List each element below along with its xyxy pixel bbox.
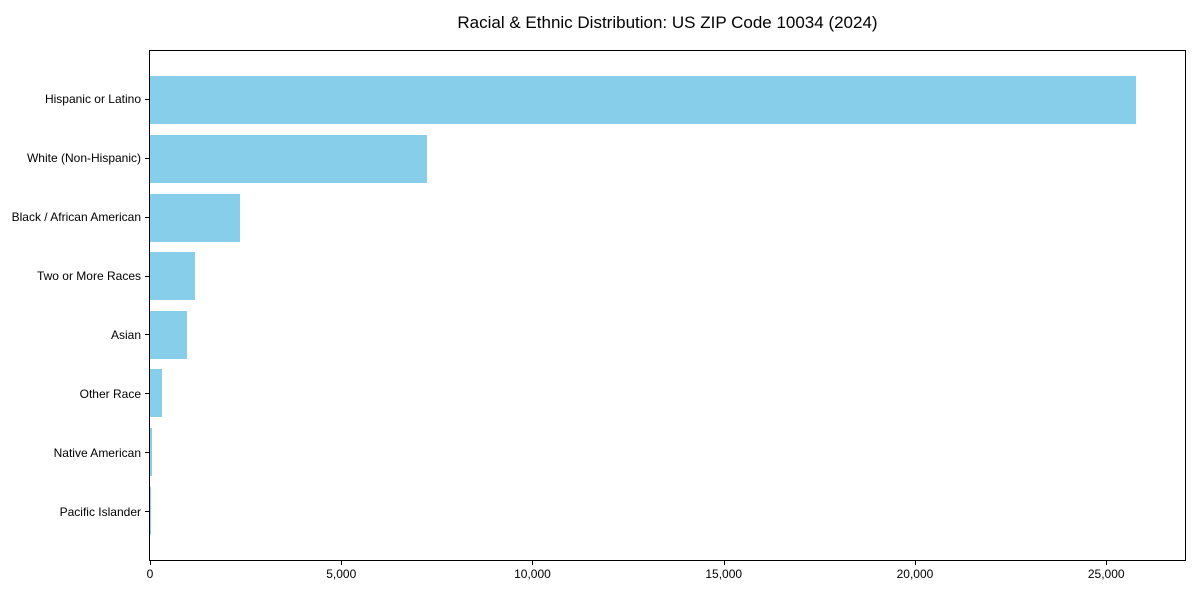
y-label-row: White (Non-Hispanic) <box>0 129 149 188</box>
x-tick-label: 25,000 <box>1087 567 1125 581</box>
bar-row <box>150 481 1185 540</box>
x-tick-mark <box>150 561 151 565</box>
bar <box>150 193 240 242</box>
y-tick-mark <box>145 511 149 513</box>
bar-row <box>150 423 1185 482</box>
bar <box>150 310 188 359</box>
x-tick-mark <box>341 561 343 565</box>
x-tick-label: 15,000 <box>705 567 743 581</box>
y-tick-label: Pacific Islander <box>59 504 141 519</box>
y-tick-mark <box>145 334 149 336</box>
y-label-row: Black / African American <box>0 188 149 247</box>
y-tick-mark <box>145 216 149 218</box>
y-tick-mark <box>145 98 149 100</box>
bar-row <box>150 188 1185 247</box>
bar <box>150 76 1137 125</box>
y-tick-label: Other Race <box>79 386 141 401</box>
bar-row <box>150 364 1185 423</box>
y-tick-label: Two or More Races <box>36 269 141 284</box>
x-tick-label: 20,000 <box>896 567 934 581</box>
bar-row <box>150 247 1185 306</box>
y-tick-mark <box>145 393 149 395</box>
plot-area <box>149 50 1186 561</box>
x-tick-mark <box>1106 561 1108 565</box>
y-label-row: Two or More Races <box>0 247 149 306</box>
bar <box>150 134 428 183</box>
bar <box>150 252 195 301</box>
bar-row <box>150 306 1185 365</box>
y-axis-labels: Hispanic or Latino White (Non-Hispanic) Bl… <box>0 50 149 561</box>
y-label-row: Other Race <box>0 364 149 423</box>
y-tick-mark <box>145 157 149 159</box>
y-tick-mark <box>145 452 149 454</box>
y-tick-label: Hispanic or Latino <box>44 92 141 107</box>
chart-title: Racial & Ethnic Distribution: US ZIP Cod… <box>457 13 878 32</box>
bar-row <box>150 130 1185 189</box>
y-tick-label: Native American <box>53 445 141 460</box>
x-tick-mark <box>914 561 916 565</box>
y-label-row: Pacific Islander <box>0 482 149 541</box>
x-tick-mark <box>723 561 725 565</box>
x-tick-mark <box>532 561 534 565</box>
x-tick-label: 0 <box>146 567 154 581</box>
bar-row <box>150 71 1185 130</box>
bar <box>150 428 152 477</box>
y-tick-mark <box>145 275 149 277</box>
y-tick-label: Black / African American <box>11 210 141 225</box>
y-label-row: Hispanic or Latino <box>0 70 149 129</box>
x-tick-label: 5,000 <box>326 567 357 581</box>
y-tick-label: Asian <box>110 327 141 342</box>
y-label-row: Native American <box>0 423 149 482</box>
bar <box>150 369 162 418</box>
bars-container <box>150 51 1185 560</box>
x-tick-label: 10,000 <box>514 567 551 581</box>
y-label-row: Asian <box>0 306 149 365</box>
y-tick-label: White (Non-Hispanic) <box>26 151 141 166</box>
